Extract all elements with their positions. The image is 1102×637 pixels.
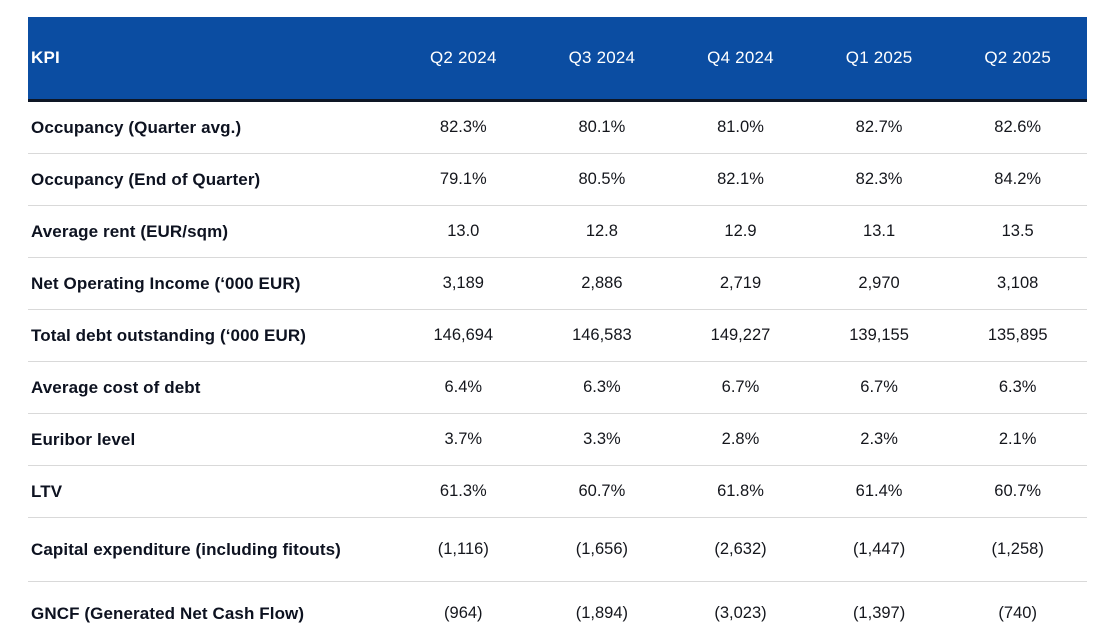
row-value: (1,116) (394, 518, 533, 582)
row-value: 6.7% (810, 362, 949, 414)
row-value: 3.7% (394, 414, 533, 466)
row-value: 61.4% (810, 466, 949, 518)
row-value: 60.7% (533, 466, 672, 518)
row-value: 6.3% (948, 362, 1087, 414)
row-value: (1,447) (810, 518, 949, 582)
row-value: (1,656) (533, 518, 672, 582)
row-value: 79.1% (394, 154, 533, 206)
row-value: 12.9 (671, 206, 810, 258)
header-quarter-label: Q3 2024 (533, 17, 672, 101)
row-value: 82.6% (948, 101, 1087, 154)
row-label: Euribor level (28, 414, 394, 466)
header-quarter-label: Q1 2025 (810, 17, 949, 101)
row-value: 3,108 (948, 258, 1087, 310)
table-row: Occupancy (Quarter avg.)82.3%80.1%81.0%8… (28, 101, 1087, 154)
kpi-table-head: KPI Q2 2024Q3 2024Q4 2024Q1 2025Q2 2025 (28, 17, 1087, 101)
table-header-row: KPI Q2 2024Q3 2024Q4 2024Q1 2025Q2 2025 (28, 17, 1087, 101)
row-value: 6.4% (394, 362, 533, 414)
table-row: GNCF (Generated Net Cash Flow)(964)(1,89… (28, 582, 1087, 637)
table-row: Capital expenditure (including fitouts)(… (28, 518, 1087, 582)
row-value: (1,397) (810, 582, 949, 637)
row-value: (740) (948, 582, 1087, 637)
row-value: 82.1% (671, 154, 810, 206)
row-value: (3,023) (671, 582, 810, 637)
row-value: 13.0 (394, 206, 533, 258)
row-value: 13.1 (810, 206, 949, 258)
row-value: 2.1% (948, 414, 1087, 466)
row-value: 146,583 (533, 310, 672, 362)
table-row: Occupancy (End of Quarter)79.1%80.5%82.1… (28, 154, 1087, 206)
row-value: 82.3% (394, 101, 533, 154)
row-value: 13.5 (948, 206, 1087, 258)
row-value: 6.7% (671, 362, 810, 414)
row-value: 2,719 (671, 258, 810, 310)
row-value: 146,694 (394, 310, 533, 362)
row-label: Net Operating Income (‘000 EUR) (28, 258, 394, 310)
row-value: (1,258) (948, 518, 1087, 582)
row-value: 3,189 (394, 258, 533, 310)
row-label: LTV (28, 466, 394, 518)
header-kpi-label: KPI (28, 17, 394, 101)
header-quarter-label: Q4 2024 (671, 17, 810, 101)
kpi-table: KPI Q2 2024Q3 2024Q4 2024Q1 2025Q2 2025 … (28, 17, 1087, 637)
row-label: Capital expenditure (including fitouts) (28, 518, 394, 582)
row-value: 2.3% (810, 414, 949, 466)
row-value: 2,970 (810, 258, 949, 310)
kpi-report-page: KPI Q2 2024Q3 2024Q4 2024Q1 2025Q2 2025 … (0, 0, 1102, 637)
row-value: 135,895 (948, 310, 1087, 362)
table-row: LTV61.3%60.7%61.8%61.4%60.7% (28, 466, 1087, 518)
table-row: Total debt outstanding (‘000 EUR)146,694… (28, 310, 1087, 362)
row-label: Average rent (EUR/sqm) (28, 206, 394, 258)
row-value: 149,227 (671, 310, 810, 362)
row-value: (2,632) (671, 518, 810, 582)
row-value: 81.0% (671, 101, 810, 154)
header-quarter-label: Q2 2025 (948, 17, 1087, 101)
table-row: Average rent (EUR/sqm)13.012.812.913.113… (28, 206, 1087, 258)
row-value: 60.7% (948, 466, 1087, 518)
row-label: Average cost of debt (28, 362, 394, 414)
row-value: 6.3% (533, 362, 672, 414)
row-value: 139,155 (810, 310, 949, 362)
row-value: (1,894) (533, 582, 672, 637)
row-label: Occupancy (Quarter avg.) (28, 101, 394, 154)
row-value: (964) (394, 582, 533, 637)
row-value: 82.7% (810, 101, 949, 154)
row-value: 2,886 (533, 258, 672, 310)
row-label: GNCF (Generated Net Cash Flow) (28, 582, 394, 637)
row-value: 80.5% (533, 154, 672, 206)
header-quarter-label: Q2 2024 (394, 17, 533, 101)
row-value: 3.3% (533, 414, 672, 466)
row-value: 12.8 (533, 206, 672, 258)
row-value: 80.1% (533, 101, 672, 154)
row-value: 2.8% (671, 414, 810, 466)
table-row: Euribor level3.7%3.3%2.8%2.3%2.1% (28, 414, 1087, 466)
row-label: Total debt outstanding (‘000 EUR) (28, 310, 394, 362)
row-value: 61.8% (671, 466, 810, 518)
row-value: 84.2% (948, 154, 1087, 206)
row-label: Occupancy (End of Quarter) (28, 154, 394, 206)
table-row: Average cost of debt6.4%6.3%6.7%6.7%6.3% (28, 362, 1087, 414)
row-value: 82.3% (810, 154, 949, 206)
row-value: 61.3% (394, 466, 533, 518)
table-row: Net Operating Income (‘000 EUR)3,1892,88… (28, 258, 1087, 310)
kpi-table-body: Occupancy (Quarter avg.)82.3%80.1%81.0%8… (28, 101, 1087, 637)
